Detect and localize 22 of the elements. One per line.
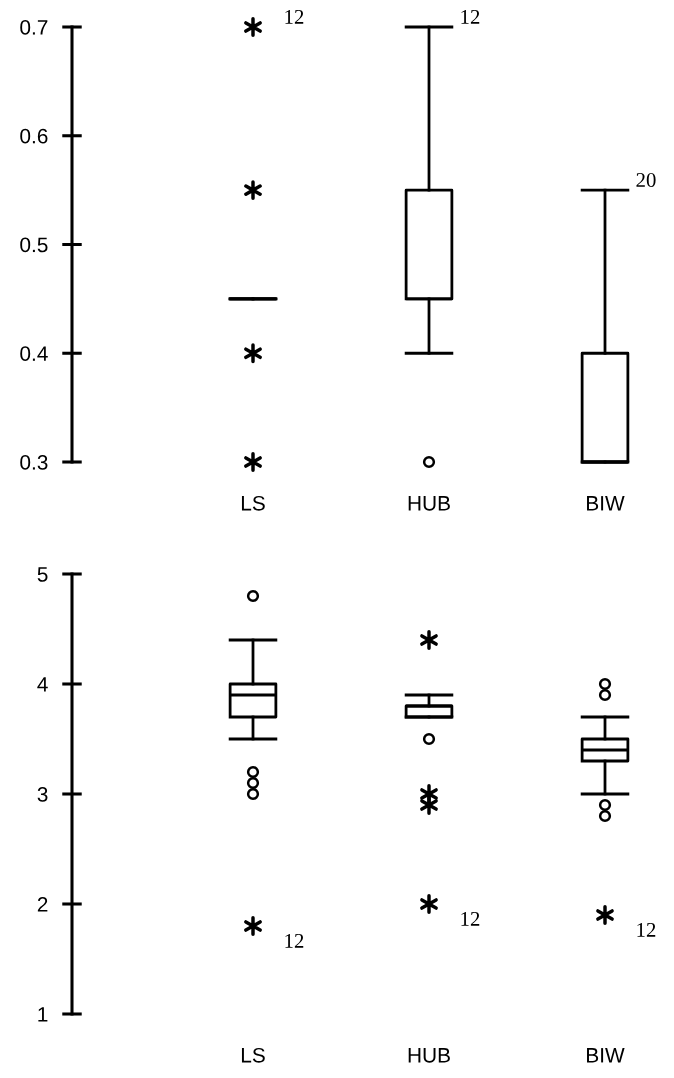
y-tick-label: 0.7	[20, 20, 48, 35]
y-tick-label: 5	[37, 567, 48, 582]
x-tick-label: HUB	[408, 1048, 450, 1063]
y-tick-label: 2	[37, 897, 48, 912]
annotation: 12	[285, 933, 304, 948]
y-tick-label: 3	[37, 787, 48, 802]
y-tick-label: 0.3	[20, 455, 48, 470]
y-tick-label: 1	[38, 1007, 48, 1022]
annotation: 12	[637, 922, 656, 937]
x-tick-label: BIW	[587, 1048, 625, 1063]
annotation: 20	[636, 172, 656, 188]
y-tick-label: 4	[37, 677, 48, 692]
y-tick-label: 0.6	[20, 128, 48, 144]
annotation: 12	[461, 911, 480, 926]
annotation: 12	[461, 9, 480, 24]
x-tick-label: LS	[241, 495, 265, 511]
x-tick-label: BIW	[587, 496, 625, 511]
y-tick-label: 0.4	[20, 346, 48, 361]
annotation: 12	[285, 9, 304, 24]
x-tick-label: HUB	[408, 496, 450, 511]
y-tick-label: 0.5	[20, 237, 48, 253]
x-tick-label: LS	[241, 1047, 265, 1063]
